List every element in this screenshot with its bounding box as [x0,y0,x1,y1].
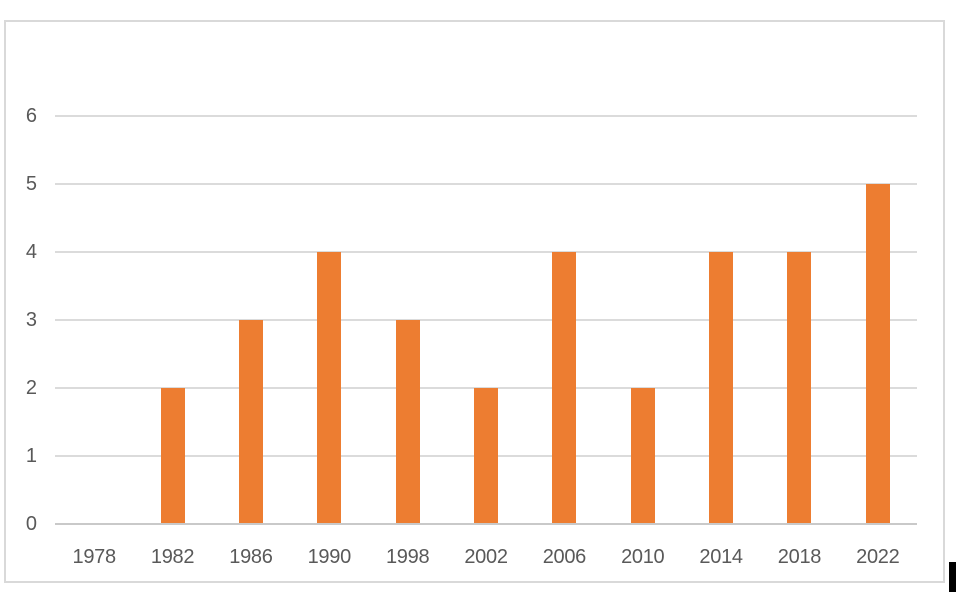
bar-1982[interactable] [160,388,185,523]
bar-1986[interactable] [238,320,263,523]
bar-2022[interactable] [865,184,890,523]
y-axis-tick-label: 2 [25,377,37,399]
bar-2002[interactable] [474,388,498,523]
x-axis-tick-label: 1990 [307,546,352,568]
x-axis-tick-label: 1982 [150,546,195,568]
gridline-y-5 [55,183,917,185]
y-axis-tick-label: 3 [25,309,37,331]
x-axis-tick-label: 2018 [777,546,822,568]
x-axis-tick-label: 2006 [542,546,587,568]
bar-2006[interactable] [552,252,577,523]
x-axis-tick-label: 1998 [385,546,430,568]
y-axis-tick-label: 6 [25,105,37,127]
gridline-y-4 [55,251,917,253]
y-axis-tick-label: 0 [25,513,37,535]
bar-2010[interactable] [630,388,655,523]
gridline-y-6 [55,115,917,117]
text-cursor-mark [949,562,956,592]
bar-1990[interactable] [317,252,342,523]
x-axis-tick-label: 1978 [72,546,117,568]
x-axis-line [55,523,917,525]
x-axis-tick-label: 1986 [229,546,273,568]
x-axis-tick-label: 2014 [699,546,743,568]
x-axis-tick-label: 2002 [464,546,508,568]
gridline-y-3 [55,319,917,321]
y-axis-tick-label: 4 [25,241,37,263]
bar-2014[interactable] [709,252,734,523]
bar-2018[interactable] [787,252,812,523]
x-axis-tick-label: 2010 [621,546,665,568]
y-axis-tick-label: 5 [25,173,37,195]
bar-1998[interactable] [395,320,420,523]
x-axis-tick-label: 2022 [856,546,900,568]
y-axis-tick-label: 1 [25,445,37,467]
